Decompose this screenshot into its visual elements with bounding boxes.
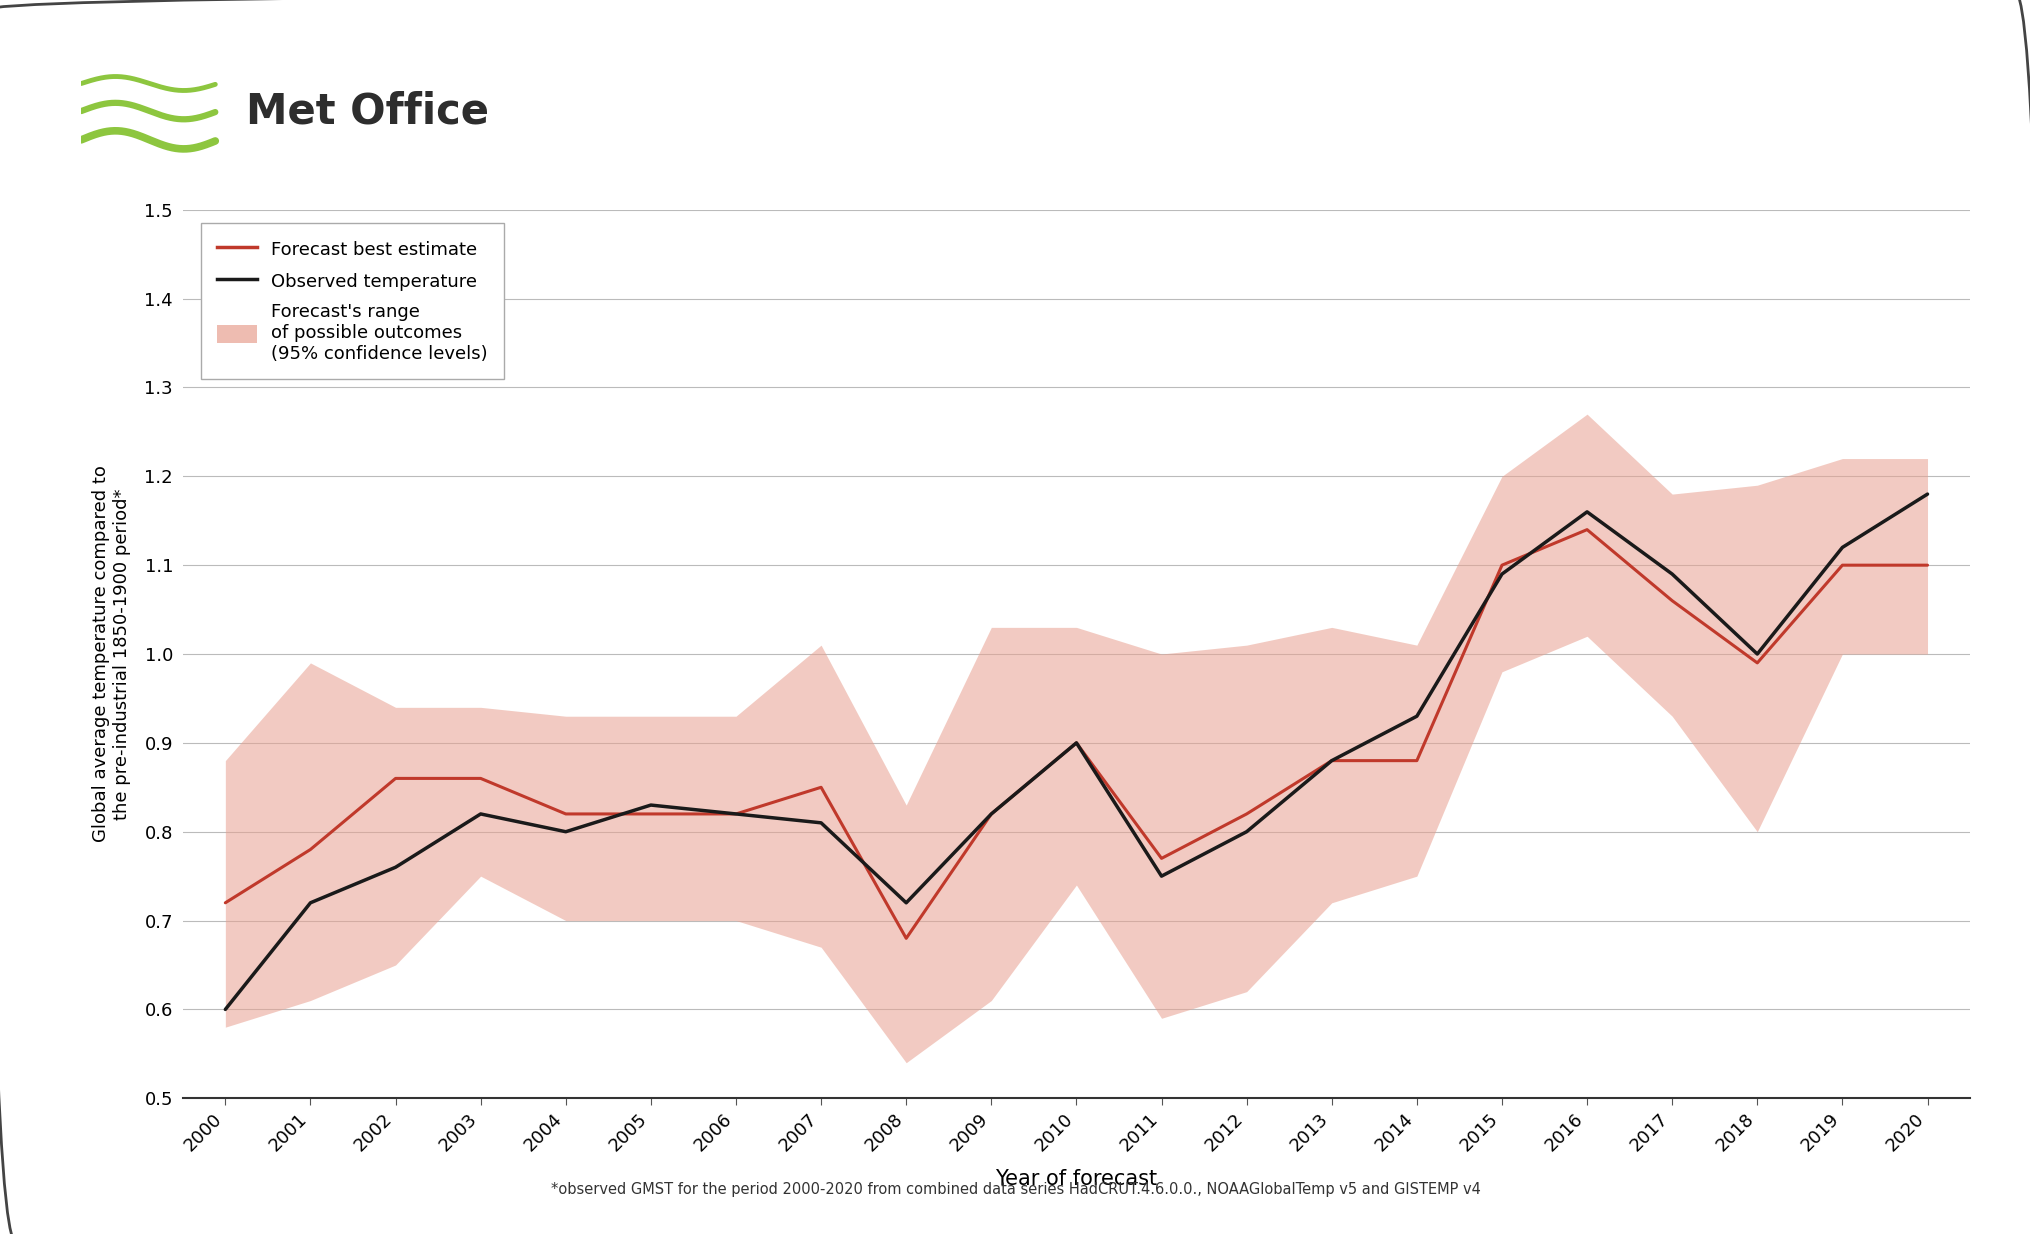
Text: *observed GMST for the period 2000-2020 from combined data series HadCRUT.4.6.0.: *observed GMST for the period 2000-2020 … [550,1182,1480,1197]
Legend: Forecast best estimate, Observed temperature, Forecast's range
of possible outco: Forecast best estimate, Observed tempera… [201,223,503,379]
X-axis label: Year of forecast: Year of forecast [995,1169,1157,1188]
Text: Met Office: Met Office [246,90,489,132]
Y-axis label: Global average temperature compared to
the pre-industrial 1850-1900 period*: Global average temperature compared to t… [91,465,130,843]
